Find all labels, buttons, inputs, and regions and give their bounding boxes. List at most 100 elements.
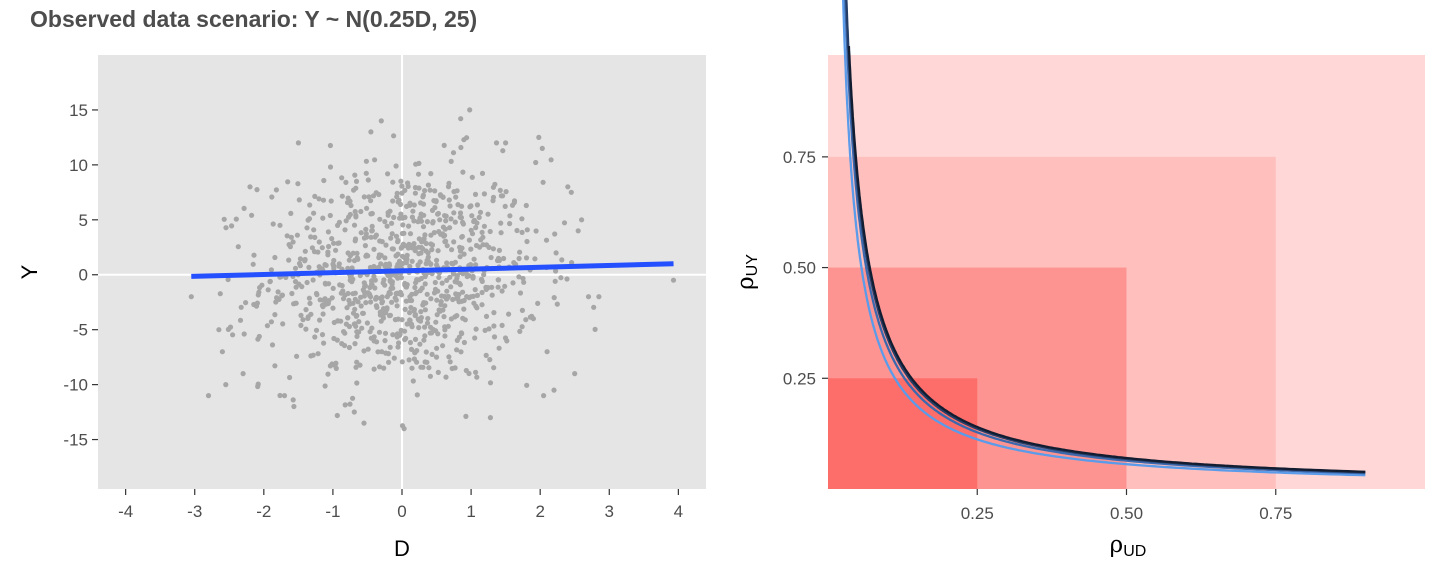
data-point: [331, 265, 337, 272]
data-point: [487, 357, 493, 363]
data-point: [517, 290, 524, 296]
data-point: [418, 211, 424, 217]
data-point: [406, 223, 412, 229]
data-point: [429, 330, 435, 336]
data-point: [327, 142, 333, 149]
data-point: [422, 324, 428, 330]
data-point: [384, 294, 390, 300]
data-point: [435, 210, 441, 217]
data-point: [354, 250, 360, 256]
data-point: [372, 277, 378, 283]
data-point: [320, 215, 326, 221]
data-point: [454, 279, 460, 285]
data-point: [479, 302, 485, 308]
x-tick-label: -1: [325, 502, 340, 521]
x-axis-title-subscript: UD: [1123, 543, 1146, 560]
data-point: [223, 382, 229, 388]
data-point: [514, 227, 520, 234]
x-tick-label: 1: [466, 502, 475, 521]
data-point: [342, 227, 348, 233]
data-point: [524, 238, 530, 245]
data-point: [428, 296, 434, 302]
data-point: [329, 295, 335, 301]
data-point: [272, 363, 278, 369]
data-point: [403, 335, 409, 341]
x-tick-label: 0.75: [1259, 504, 1292, 523]
data-point: [293, 284, 299, 290]
data-point: [311, 227, 317, 233]
data-point: [496, 345, 502, 351]
data-point: [255, 292, 261, 298]
data-point: [472, 191, 479, 197]
data-point: [447, 225, 453, 231]
data-point: [247, 184, 253, 190]
data-point: [532, 256, 538, 262]
data-point: [407, 202, 413, 208]
data-point: [385, 210, 391, 216]
data-point: [309, 245, 315, 251]
data-point: [468, 227, 474, 233]
data-point: [238, 304, 244, 310]
data-point: [554, 301, 560, 307]
data-point: [440, 343, 446, 349]
data-point: [441, 142, 447, 148]
data-point: [313, 327, 320, 333]
data-point: [450, 296, 456, 303]
data-point: [336, 263, 342, 269]
data-point: [468, 203, 474, 209]
data-point: [417, 341, 423, 347]
data-point: [361, 348, 367, 354]
data-point: [552, 278, 558, 284]
data-point: [347, 401, 353, 407]
data-point: [439, 280, 445, 286]
data-point: [389, 299, 395, 305]
data-point: [524, 382, 530, 388]
data-point: [225, 276, 231, 283]
data-point: [188, 294, 194, 300]
data-point: [479, 229, 485, 235]
data-point: [498, 230, 504, 236]
data-point: [428, 241, 434, 247]
data-point: [425, 254, 431, 260]
data-point: [416, 325, 422, 331]
data-point: [420, 194, 426, 200]
y-axis-title-subscript: UY: [744, 254, 761, 277]
data-point: [483, 352, 489, 358]
data-point: [432, 279, 438, 286]
data-point: [365, 177, 371, 183]
data-point: [354, 333, 360, 339]
data-point: [305, 314, 311, 320]
data-point: [341, 342, 348, 349]
data-point: [310, 277, 316, 283]
data-point: [343, 218, 349, 224]
data-point: [395, 344, 401, 350]
data-point: [351, 187, 357, 193]
data-point: [460, 289, 466, 295]
data-point: [428, 261, 434, 267]
data-point: [368, 234, 374, 240]
data-point: [417, 259, 423, 265]
y-axis-title-symbol: ρ: [733, 276, 759, 290]
data-point: [315, 249, 321, 255]
data-point: [361, 420, 367, 426]
data-point: [354, 329, 360, 335]
y-tick-label: -10: [63, 376, 88, 395]
data-point: [343, 321, 349, 327]
data-point: [302, 258, 308, 264]
data-point: [565, 184, 571, 190]
data-point: [284, 233, 290, 239]
data-point: [426, 365, 432, 371]
data-point: [579, 217, 585, 223]
data-point: [408, 346, 415, 352]
data-point: [412, 312, 418, 319]
data-point: [347, 253, 353, 259]
data-point: [454, 337, 460, 343]
data-point: [519, 324, 525, 330]
data-point: [317, 317, 323, 323]
data-point: [353, 364, 359, 370]
data-point: [438, 231, 444, 237]
data-point: [277, 222, 283, 228]
data-point: [382, 338, 388, 344]
data-point: [390, 285, 396, 291]
data-point: [454, 347, 460, 353]
